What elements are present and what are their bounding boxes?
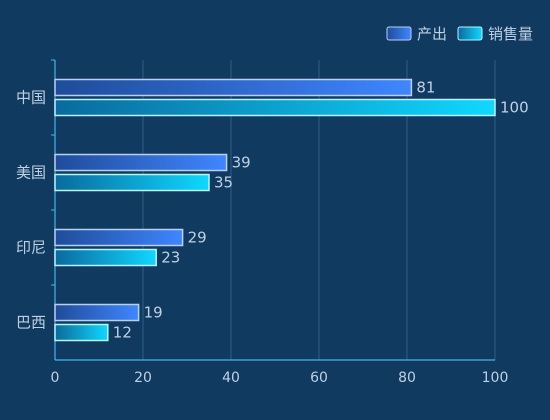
sales-value-label: 100 (500, 99, 529, 117)
production-value-label: 19 (144, 304, 163, 322)
production-value-label: 39 (232, 154, 251, 172)
production-value-label: 81 (416, 79, 435, 97)
production-value-label: 29 (188, 229, 207, 247)
x-tick-label: 40 (222, 370, 240, 386)
sales-bar (54, 173, 210, 192)
y-tick-label: 印尼 (16, 239, 46, 257)
production-bar (54, 303, 140, 322)
sales-bar (54, 98, 496, 117)
x-tick-label: 20 (134, 370, 152, 386)
x-tick-label: 0 (51, 370, 60, 386)
legend-label: 产出 (417, 25, 447, 43)
label-layer: 0 20 40 60 80 100 中国 81 100 美国 39 35 印尼 29 23 巴西 19 12 (16, 79, 529, 387)
x-tick-label: 80 (398, 370, 416, 386)
sales-value-label: 12 (113, 324, 132, 342)
y-tick-label: 美国 (16, 164, 46, 182)
production-bar (54, 78, 413, 97)
y-tick-label: 中国 (16, 89, 46, 107)
y-tick-label: 巴西 (16, 314, 46, 332)
sales-value-label: 23 (161, 249, 180, 267)
sales-value-label: 35 (214, 174, 233, 192)
bar-layer (54, 78, 496, 342)
production-bar (54, 228, 184, 247)
legend-swatch (386, 26, 412, 41)
sales-bar (54, 323, 109, 342)
sales-bar (54, 248, 157, 267)
legend: 产出 销售量 (386, 25, 533, 43)
legend-label: 销售量 (488, 25, 533, 43)
x-tick-label: 60 (310, 370, 328, 386)
x-tick-label: 100 (482, 370, 509, 386)
production-bar (54, 153, 228, 172)
legend-swatch (457, 26, 483, 41)
